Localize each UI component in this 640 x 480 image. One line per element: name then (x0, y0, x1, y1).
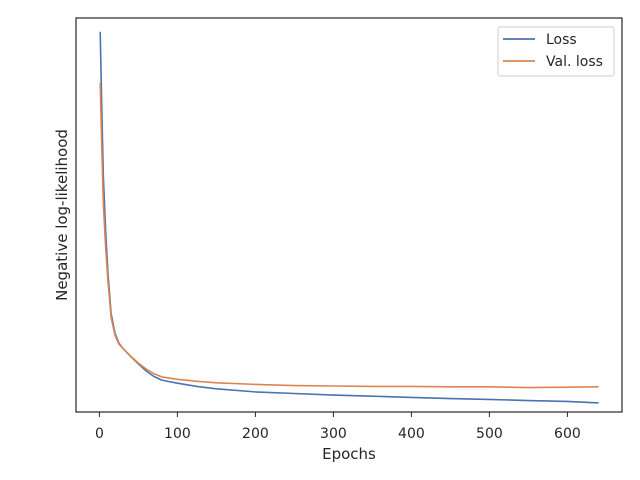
x-tick-label: 500 (476, 426, 503, 442)
x-axis-ticks: 0 100 200 300 400 500 600 (95, 412, 581, 442)
legend-entry-label: Loss (546, 32, 577, 48)
x-tick-label: 0 (95, 426, 104, 442)
x-tick-label: 400 (398, 426, 425, 442)
legend-entry-label: Val. loss (546, 54, 603, 70)
x-tick-label: 100 (164, 426, 191, 442)
x-tick-label: 300 (320, 426, 347, 442)
series-layer (99, 31, 599, 404)
x-tick-label: 200 (242, 426, 269, 442)
legend: Loss Val. loss (497, 26, 615, 77)
plot-frame (75, 17, 623, 413)
x-tick-label: 600 (554, 426, 581, 442)
series-line-val-loss (99, 82, 599, 389)
x-axis-label: Epochs (322, 445, 376, 463)
y-axis-label: Negative log-likelihood (53, 129, 71, 301)
